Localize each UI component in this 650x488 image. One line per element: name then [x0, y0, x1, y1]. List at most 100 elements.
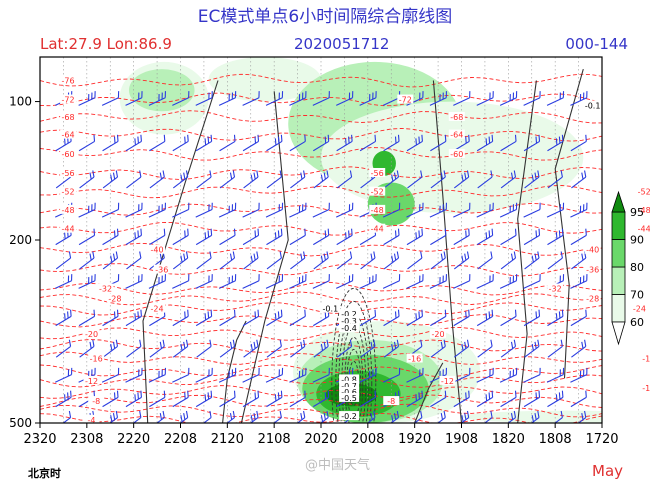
- wind-barb: [453, 274, 471, 289]
- legend-level-label: 60: [630, 316, 644, 329]
- humidity-region-70: [128, 69, 195, 112]
- isotherm-line: [40, 166, 602, 180]
- wind-barb: [125, 202, 143, 218]
- wind-barb: [313, 339, 329, 358]
- wind-barb: [430, 251, 446, 270]
- wind-barb: [78, 274, 96, 289]
- isotherm-label-bg: [631, 303, 648, 313]
- omega-contour: [331, 287, 377, 423]
- month-label: May: [592, 462, 624, 480]
- isotherm-label-bg: [369, 204, 386, 214]
- wind-barb: [546, 91, 565, 106]
- wind-barb: [430, 339, 446, 358]
- wind-barb: [196, 410, 212, 423]
- wind-barb: [242, 274, 260, 289]
- omega-label: -0.7: [341, 382, 357, 391]
- wind-barb: [383, 228, 400, 246]
- isotherm-label: -72: [399, 96, 412, 105]
- wind-barb: [359, 390, 377, 408]
- isotherm-label: -40: [151, 246, 164, 255]
- wind-barb: [359, 367, 377, 383]
- wind-barb: [149, 339, 165, 358]
- isotherm-line: [40, 221, 602, 236]
- wind-barb: [313, 251, 329, 270]
- isotherm-label: -52: [638, 188, 650, 197]
- wind-barb: [453, 228, 470, 246]
- wind-barb: [218, 91, 237, 106]
- wind-barb: [430, 309, 447, 327]
- wind-barb: [453, 170, 470, 189]
- omega-label: -0.5: [341, 394, 357, 403]
- isotherm-label-bg: [60, 75, 77, 85]
- wind-barb: [570, 309, 587, 327]
- wind-barb: [571, 410, 587, 423]
- wind-barb: [172, 251, 189, 270]
- wind-barb: [125, 367, 143, 383]
- wind-barb: [196, 339, 212, 358]
- wind-barb: [500, 309, 517, 327]
- isotherm-label: -20: [432, 330, 445, 339]
- isotherm-line: [40, 403, 602, 418]
- wind-barb: [148, 91, 166, 106]
- isotherm-label-bg: [369, 223, 386, 233]
- wind-barb: [453, 251, 470, 270]
- isotherm-label-bg: [149, 303, 166, 313]
- wind-barb: [172, 274, 190, 289]
- omega-label-bg: [339, 411, 360, 421]
- y-tick-label: 200: [9, 233, 32, 247]
- wind-barb: [523, 228, 541, 246]
- isotherm-line: [40, 327, 602, 341]
- wind-barb: [547, 251, 563, 270]
- wind-barb: [101, 91, 120, 106]
- wind-barb: [219, 339, 236, 358]
- isotherm-label-bg: [640, 353, 650, 363]
- wind-barb: [547, 228, 564, 246]
- isotherm-label: -12: [441, 377, 454, 386]
- wind-barb: [383, 410, 400, 423]
- wind-barb: [313, 134, 330, 152]
- wind-barb: [383, 170, 400, 189]
- omega-label: -0.1: [323, 305, 339, 314]
- wind-barb: [79, 339, 95, 358]
- wind-barb: [523, 91, 541, 106]
- wind-barb: [242, 309, 260, 327]
- isotherm-line: [40, 351, 602, 365]
- x-tick-label: 2020: [304, 432, 337, 447]
- wind-barb: [125, 274, 143, 289]
- wind-barb: [172, 134, 189, 152]
- wind-barb: [126, 410, 142, 423]
- isotherm-line: [40, 127, 602, 142]
- wind-barb: [148, 274, 166, 289]
- y-tick-label: 100: [9, 95, 32, 109]
- wind-barb: [55, 251, 72, 270]
- x-tick-label: 1920: [398, 432, 431, 447]
- wind-barb: [149, 410, 165, 423]
- isotherm-label: -16: [408, 354, 421, 363]
- isotherm-label: -48: [638, 206, 650, 215]
- isotherm-label-bg: [60, 186, 77, 196]
- legend-level-label: 70: [630, 289, 644, 302]
- legend-level-label: 95: [630, 206, 644, 219]
- wind-barb: [243, 170, 259, 189]
- wind-barb: [523, 274, 541, 289]
- isotherm-label-bg: [439, 375, 456, 385]
- x-tick-label: 2008: [351, 432, 384, 447]
- isotherm-label: -56: [371, 169, 384, 178]
- isotherm-label: -36: [155, 266, 168, 275]
- wind-barb: [218, 202, 237, 218]
- legend-arrow-top: [611, 190, 626, 213]
- time-gridlines: [63, 57, 579, 423]
- isotherm-label-bg: [584, 264, 601, 274]
- wind-barb: [219, 134, 236, 152]
- isotherm-label-bg: [448, 148, 465, 158]
- wind-barb: [570, 367, 588, 383]
- isotherm-label-bg: [106, 293, 123, 303]
- x-tick-label: 2320: [23, 432, 56, 447]
- isotherm-label-bg: [369, 186, 386, 196]
- wind-barb: [476, 274, 494, 289]
- isotherm-label-bg: [383, 396, 400, 406]
- omega-contour: [335, 300, 373, 423]
- wind-barb: [149, 228, 166, 246]
- isotherm-label: -68: [450, 113, 463, 122]
